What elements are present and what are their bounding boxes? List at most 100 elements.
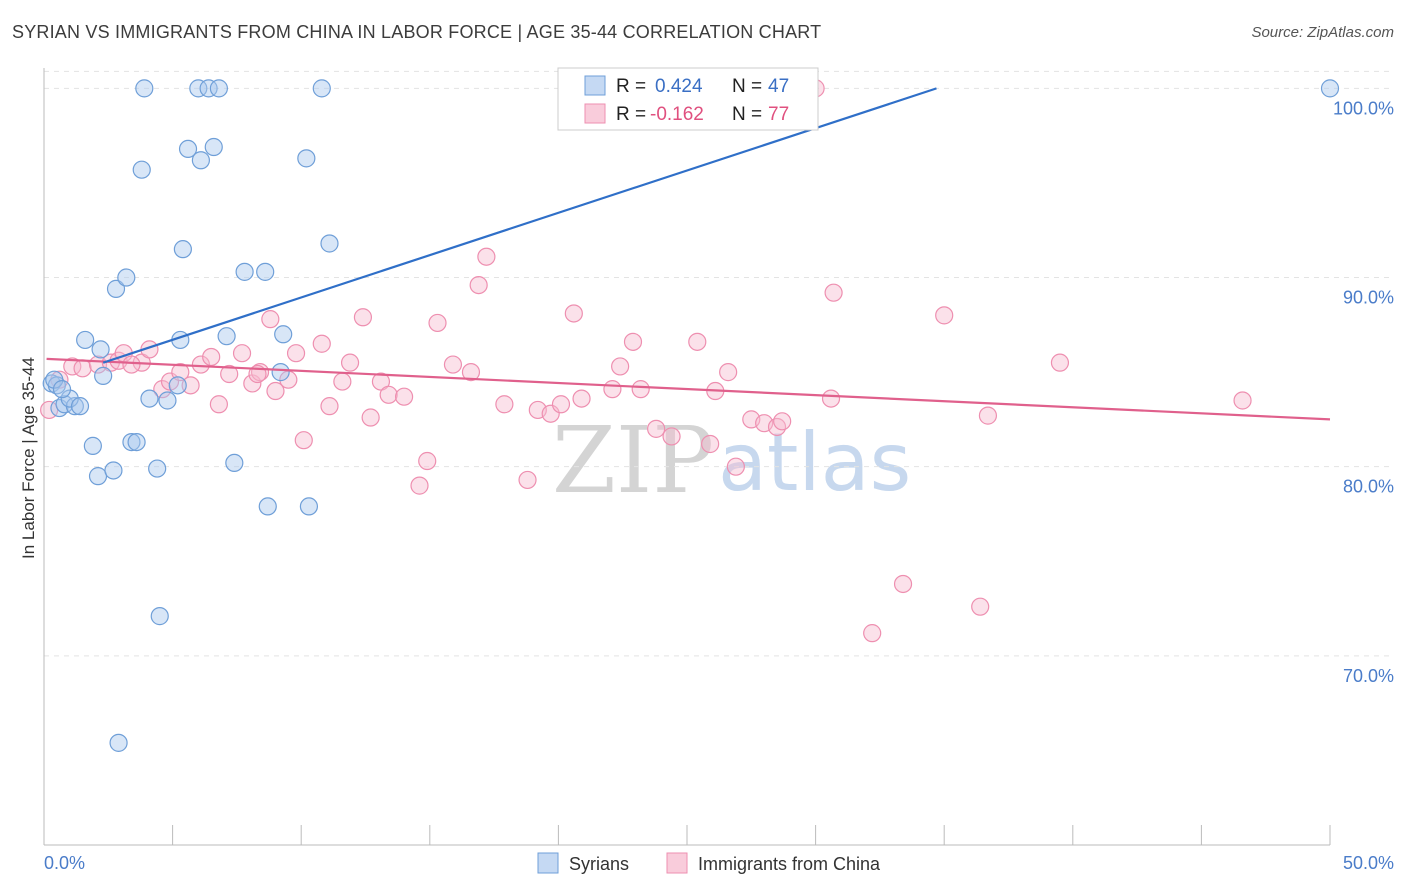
bottom-legend-swatch-china [666, 852, 688, 874]
legend-r-label-syrians: R = [616, 76, 646, 97]
china-point [719, 363, 738, 382]
y-axis-label: In Labor Force | Age 35-44 [19, 357, 38, 559]
syrian-point [83, 436, 102, 455]
syrian-point [173, 240, 192, 259]
china-point [821, 389, 841, 408]
syrians-trendline [102, 87, 937, 364]
legend-n-value-syrians: 47 [768, 76, 789, 97]
syrian-point [88, 467, 108, 486]
syrian-point [122, 432, 141, 452]
china-point [893, 574, 913, 594]
y-tick-labels: 70.0% 80.0% 90.0% 100.0% [1333, 98, 1394, 685]
source-credit: Source: ZipAtlas.com [1251, 24, 1394, 41]
syrian-point [235, 262, 254, 281]
syrian-point [299, 497, 319, 516]
china-point [353, 308, 373, 327]
china-point [572, 389, 591, 408]
syrian-point [274, 325, 293, 344]
china-point [971, 597, 990, 616]
china-point [73, 359, 92, 378]
china-point [863, 624, 882, 643]
syrian-point [168, 376, 187, 395]
china-point [461, 363, 481, 382]
china-point [261, 310, 280, 329]
trendlines [46, 87, 1331, 421]
syrian-point [191, 151, 210, 170]
syrian-point [258, 497, 277, 516]
china-point [662, 427, 681, 446]
china-point [564, 304, 583, 323]
watermark-zip: ZIP [552, 407, 714, 514]
syrian-point [312, 79, 331, 98]
china-point [495, 395, 514, 414]
china-point [312, 334, 331, 353]
syrian-point [94, 366, 113, 385]
syrian-point [150, 607, 169, 626]
syrian-point [132, 160, 151, 179]
china-point [1050, 353, 1070, 372]
china-point [726, 457, 745, 476]
syrian-point [106, 279, 126, 298]
china-point [551, 395, 571, 414]
china-point [631, 380, 650, 399]
syrian-point [189, 79, 208, 98]
china-point [603, 380, 622, 399]
chart-title: SYRIAN VS IMMIGRANTS FROM CHINA IN LABOR… [12, 22, 822, 42]
y-tick-label: 100.0% [1333, 98, 1394, 118]
china-point [181, 376, 200, 395]
china-point [935, 306, 954, 325]
syrian-point [117, 268, 136, 287]
china-point [767, 417, 787, 437]
china-point [294, 431, 313, 450]
legend-swatch-syrians [584, 75, 606, 96]
china-point [394, 387, 414, 406]
series-china-points [40, 79, 1252, 643]
legend-n-label-china: N = [732, 104, 762, 125]
syrian-point [60, 389, 79, 408]
china-point [209, 395, 228, 414]
watermark-atlas: atlas [718, 416, 911, 509]
syrian-point [104, 461, 123, 480]
china-point [171, 363, 190, 382]
china-point [153, 380, 172, 399]
x-ticks [43, 825, 1331, 845]
syrian-point [45, 370, 64, 389]
bottom-legend-label-china: Immigrants from China [698, 854, 881, 874]
china-trendline [46, 357, 1331, 421]
syrian-point [178, 139, 198, 159]
china-point [978, 406, 998, 425]
syrian-point [109, 733, 128, 752]
china-point [477, 247, 496, 266]
china-point [379, 385, 398, 404]
y-tick-label: 80.0% [1343, 477, 1394, 497]
china-point [202, 347, 221, 367]
syrian-point [76, 330, 95, 350]
china-point [773, 412, 792, 431]
bottom-legend: Syrians Immigrants from China [537, 852, 881, 874]
china-point [688, 332, 707, 351]
bottom-legend-label-syrians: Syrians [569, 854, 629, 874]
china-point [361, 408, 380, 427]
legend-r-value-syrians: 0.424 [655, 76, 703, 97]
bottom-legend-swatch-syrians [537, 852, 559, 874]
china-point [122, 355, 141, 374]
syrian-point [127, 432, 146, 452]
china-point [611, 357, 630, 376]
syrian-point [256, 262, 275, 281]
china-point [232, 344, 252, 363]
syrian-point [199, 79, 218, 98]
syrian-point [91, 340, 110, 359]
stats-legend: R = 0.424 N = 47 R = -0.162 N = 77 [557, 67, 819, 131]
china-point [220, 364, 239, 384]
china-point [320, 397, 339, 416]
syrian-point [271, 363, 290, 382]
china-point [701, 434, 720, 454]
x-tick-label-max: 50.0% [1343, 853, 1394, 873]
china-point [443, 355, 463, 374]
china-point [1233, 391, 1252, 410]
syrian-point [158, 391, 177, 410]
china-point [410, 476, 429, 495]
syrian-point [148, 459, 167, 478]
china-point [191, 355, 210, 374]
syrian-point [135, 79, 154, 98]
